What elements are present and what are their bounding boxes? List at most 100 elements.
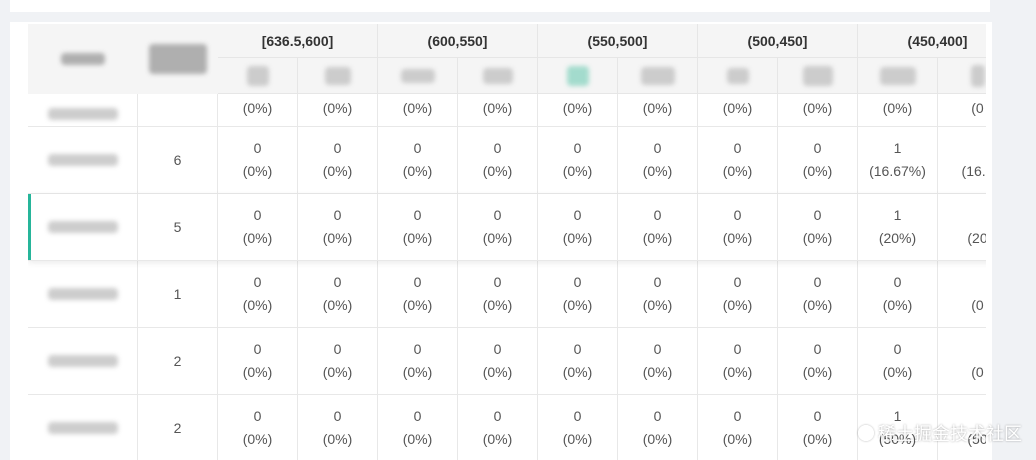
percent-value: (0%) — [722, 297, 753, 313]
count-value: 0 — [813, 207, 822, 223]
data-cell: (0%) — [698, 94, 778, 126]
data-cell: (0%) — [378, 94, 458, 126]
data-cell: 0 (0%) — [458, 395, 538, 460]
percent-value: (0%) — [642, 364, 673, 380]
data-cell: 1 (20%) — [858, 194, 938, 260]
percent-value: (0%) — [642, 297, 673, 313]
percent-value: (0%) — [482, 364, 513, 380]
percent-value: (0 — [971, 297, 984, 313]
sub-column-header — [298, 58, 378, 94]
data-cell: 0 (0%) — [298, 127, 378, 193]
score-range-header: [636.5,600] — [218, 24, 378, 58]
score-distribution-table[interactable]: [636.5,600] (600,550] (550,500] (500,450] (4… — [28, 24, 986, 460]
data-cell: 0 (0%) — [458, 328, 538, 394]
percent-value: (0%) — [642, 431, 673, 447]
percent-value: (0%) — [802, 364, 833, 380]
blurred-header-label — [61, 53, 105, 65]
percent-value: (0%) — [562, 100, 593, 116]
table-row[interactable]: 6 0 (0%) 0 (0%) 0 (0%) 0 (0%) 0 (0%) 0 (0%) 0 (0%) 0 (0%… — [28, 127, 986, 194]
data-cell: 0 (0%) — [778, 194, 858, 260]
sub-column-header — [538, 58, 618, 94]
percent-value: (0%) — [482, 431, 513, 447]
blurred-row-name — [47, 355, 118, 367]
blurred-sub-label — [802, 65, 833, 86]
row-count-cell: 1 — [138, 261, 218, 327]
count-value: 1 — [173, 285, 182, 302]
count-value: 0 — [653, 207, 662, 223]
data-cell: 0 (0%) — [858, 261, 938, 327]
data-cell: 0 (0%) — [618, 261, 698, 327]
percent-value: (0%) — [882, 297, 913, 313]
table-panel: [636.5,600] (600,550] (550,500] (500,450] (4… — [10, 22, 992, 460]
data-cell: 0 (0%) — [218, 395, 298, 460]
data-cell: 0 (0%) — [538, 328, 618, 394]
count-value: 0 — [893, 274, 902, 290]
percent-value: (0%) — [802, 431, 833, 447]
data-cell: 0 (0%) — [458, 127, 538, 193]
row-count-cell — [138, 94, 218, 126]
count-value: 0 — [813, 341, 822, 357]
row-count-cell: 2 — [138, 328, 218, 394]
data-cell: 0 (0%) — [298, 261, 378, 327]
percent-value: (0%) — [642, 163, 673, 179]
blurred-sub-label — [246, 65, 269, 86]
data-cell: (20 — [938, 194, 986, 260]
count-value: 1 — [893, 140, 902, 156]
percent-value: (0%) — [322, 364, 353, 380]
data-cell: 0 (0%) — [298, 194, 378, 260]
sub-column-header — [378, 58, 458, 94]
percent-value: (0%) — [722, 431, 753, 447]
count-value: 0 — [653, 140, 662, 156]
count-value: 0 — [653, 408, 662, 424]
percent-value: (0%) — [242, 431, 273, 447]
score-range-header: (500,450] — [698, 24, 858, 58]
table-row[interactable]: 2 0 (0%) 0 (0%) 0 (0%) 0 (0%) 0 (0%) 0 (0%) 0 (0%) 0 (0%… — [28, 395, 986, 460]
table-row[interactable]: (0%) (0%) (0%) (0%) (0%) (0%) (0%) (0%) (0%) (0 — [28, 94, 986, 127]
sub-column-header — [218, 58, 298, 94]
count-value: 0 — [493, 341, 502, 357]
percent-value: (0%) — [802, 163, 833, 179]
data-cell: 0 (0%) — [698, 261, 778, 327]
percent-value: (0%) — [482, 230, 513, 246]
data-cell: (0%) — [618, 94, 698, 126]
data-cell: 0 (0%) — [618, 328, 698, 394]
percent-value: (0%) — [642, 100, 673, 116]
header-count-column — [138, 24, 219, 95]
percent-value: (0%) — [802, 230, 833, 246]
data-cell: 0 (0%) — [698, 328, 778, 394]
percent-value: (0%) — [242, 163, 273, 179]
blurred-sub-label — [640, 66, 675, 85]
sub-column-header — [858, 58, 938, 94]
score-range-header: (550,500] — [538, 24, 698, 58]
data-cell: 0 (0%) — [618, 194, 698, 260]
count-value: 0 — [493, 140, 502, 156]
count-value: 0 — [333, 207, 342, 223]
percent-value: (0%) — [562, 431, 593, 447]
row-name-cell — [28, 94, 138, 126]
table-row[interactable]: 5 0 (0%) 0 (0%) 0 (0%) 0 (0%) 0 (0%) 0 (0%) 0 (0%) 0 (0%… — [28, 194, 986, 261]
data-cell: 0 (0%) — [538, 395, 618, 460]
count-value: 0 — [413, 274, 422, 290]
count-value: 0 — [413, 207, 422, 223]
percent-value: (0%) — [482, 297, 513, 313]
blurred-sub-label — [400, 68, 435, 83]
percent-value: (0%) — [402, 297, 433, 313]
count-value: 0 — [413, 408, 422, 424]
data-cell: (0%) — [298, 94, 378, 126]
table-row[interactable]: 1 0 (0%) 0 (0%) 0 (0%) 0 (0%) 0 (0%) 0 (0%) 0 (0%) 0 (0%… — [28, 261, 986, 328]
table-row[interactable]: 2 0 (0%) 0 (0%) 0 (0%) 0 (0%) 0 (0%) 0 (0%) 0 (0%) 0 (0%… — [28, 328, 986, 395]
blurred-sub-label — [970, 64, 985, 87]
data-cell: 0 (0%) — [778, 395, 858, 460]
count-value: 0 — [813, 140, 822, 156]
count-value: 1 — [893, 408, 902, 424]
count-value: 0 — [573, 207, 582, 223]
data-cell: (50 — [938, 395, 986, 460]
header-score-groups: [636.5,600] (600,550] (550,500] (500,450] (4… — [218, 24, 986, 58]
data-cell: 0 (0%) — [298, 328, 378, 394]
data-cell: 0 (0%) — [538, 261, 618, 327]
count-value: 6 — [173, 151, 182, 168]
blurred-sub-label — [566, 65, 589, 86]
percent-value: (0%) — [402, 100, 433, 116]
percent-value: (0%) — [242, 230, 273, 246]
sub-column-header — [618, 58, 698, 94]
